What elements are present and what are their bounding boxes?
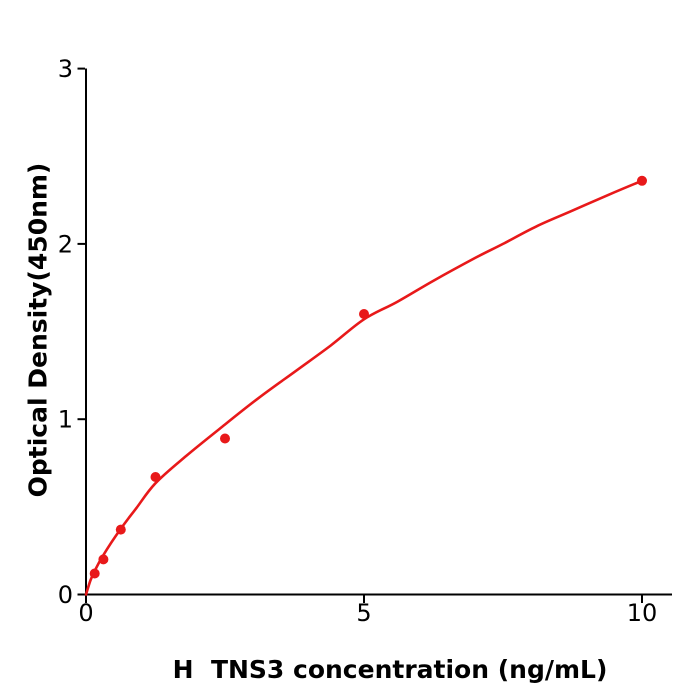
- data-point: [359, 309, 369, 319]
- data-point: [150, 472, 161, 482]
- fit-curve: [84, 179, 644, 596]
- data-point: [98, 554, 109, 565]
- data-point: [220, 433, 230, 444]
- y-tick-label: 3: [58, 55, 73, 83]
- x-tick-label: 0: [78, 599, 93, 627]
- y-tick-label: 0: [58, 581, 73, 609]
- x-axis-label: H TNS3 concentration (ng/mL): [172, 655, 608, 684]
- y-axis-label: Optical Density(450nm): [23, 162, 53, 498]
- x-tick-label: 5: [356, 599, 371, 627]
- data-point: [89, 568, 100, 579]
- data-point: [637, 175, 647, 186]
- data-point: [115, 524, 126, 535]
- y-tick-label: 1: [58, 406, 73, 434]
- x-tick-label: 10: [627, 599, 658, 627]
- y-tick-label: 2: [58, 230, 73, 258]
